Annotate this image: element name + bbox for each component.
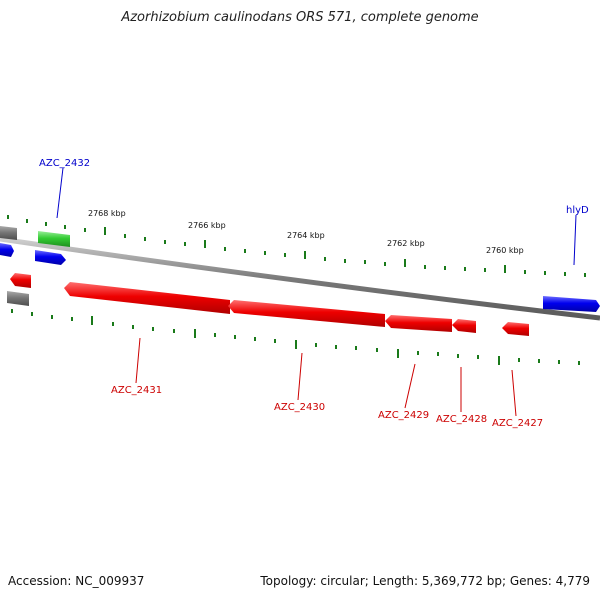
feature-pseudo[interactable]	[0, 226, 17, 240]
accession-label: Accession: NC_009937	[8, 574, 145, 588]
position-label: 2762 kbp	[387, 239, 425, 248]
genome-summary: Topology: circular; Length: 5,369,772 bp…	[260, 574, 590, 588]
position-label: 2768 kbp	[88, 209, 126, 218]
leader-line	[404, 363, 416, 409]
gene-label-hlyd[interactable]: hlyD	[566, 205, 589, 216]
gene-label-azc-2431[interactable]: AZC_2431	[111, 385, 162, 396]
gene-label-azc-2430[interactable]: AZC_2430	[274, 402, 325, 413]
feature-forward[interactable]	[543, 296, 600, 312]
leader-line	[573, 214, 577, 266]
feature-other[interactable]	[38, 231, 70, 247]
inner-features	[7, 273, 529, 336]
feature-reverse[interactable]	[385, 315, 452, 332]
feature-forward[interactable]	[0, 243, 14, 257]
genome-backbone	[0, 236, 600, 321]
leader-line	[297, 352, 303, 401]
feature-reverse[interactable]	[10, 273, 31, 288]
gene-label-azc-2428[interactable]: AZC_2428	[436, 414, 487, 425]
gene-label-azc-2432[interactable]: AZC_2432	[39, 158, 90, 169]
upper-tick-track	[7, 215, 586, 277]
feature-reverse[interactable]	[64, 282, 230, 314]
gene-label-azc-2429[interactable]: AZC_2429	[378, 410, 429, 421]
map-title: Azorhizobium caulinodans ORS 571, comple…	[121, 10, 479, 25]
feature-pseudo[interactable]	[7, 291, 29, 306]
lower-tick-track	[11, 309, 580, 365]
feature-reverse[interactable]	[502, 322, 529, 336]
leader-line	[511, 369, 517, 417]
outer-features	[0, 226, 600, 312]
position-label: 2760 kbp	[486, 246, 524, 255]
leader-line	[56, 167, 64, 219]
position-label: 2766 kbp	[188, 221, 226, 230]
leader-line	[135, 337, 141, 384]
leader-lines	[56, 167, 577, 417]
gene-label-azc-2427[interactable]: AZC_2427	[492, 418, 543, 429]
position-label: 2764 kbp	[287, 231, 325, 240]
feature-reverse[interactable]	[228, 300, 385, 327]
feature-forward[interactable]	[35, 250, 66, 265]
feature-reverse[interactable]	[452, 319, 476, 333]
